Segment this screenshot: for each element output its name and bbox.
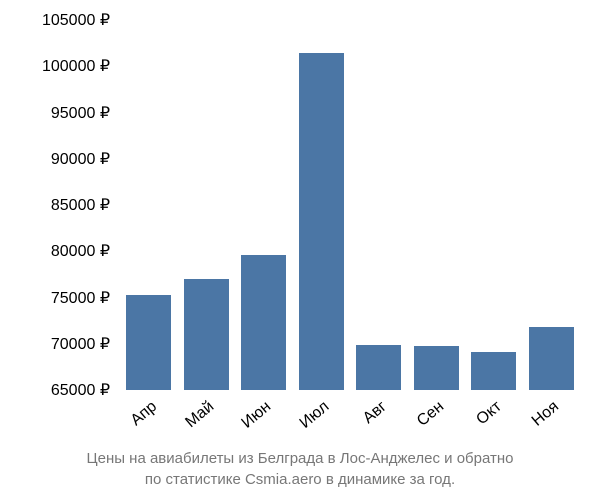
- bars-group: [120, 20, 580, 390]
- x-tick-label: Апр: [127, 398, 160, 430]
- y-tick-label: 90000 ₽: [51, 149, 110, 169]
- x-tick-label: Окт: [473, 398, 505, 429]
- y-tick-label: 65000 ₽: [51, 380, 110, 400]
- bar: [241, 255, 286, 390]
- y-tick-label: 95000 ₽: [51, 103, 110, 123]
- bar: [471, 352, 516, 390]
- y-tick-label: 75000 ₽: [51, 288, 110, 308]
- x-axis: Апр Май Июн Июл Авг Сен Окт Ноя: [120, 390, 580, 450]
- bar: [184, 279, 229, 390]
- caption-line-1: Цены на авиабилеты из Белграда в Лос-Анд…: [87, 450, 514, 467]
- y-tick-label: 85000 ₽: [51, 195, 110, 215]
- x-tick-label: Июл: [296, 398, 332, 433]
- bar: [356, 345, 401, 390]
- bar: [299, 53, 344, 390]
- y-tick-label: 105000 ₽: [42, 10, 110, 30]
- y-tick-label: 100000 ₽: [42, 56, 110, 76]
- x-tick-label: Май: [182, 398, 218, 432]
- x-tick-label: Ноя: [529, 398, 563, 431]
- x-tick-label: Авг: [360, 398, 391, 428]
- y-tick-label: 80000 ₽: [51, 241, 110, 261]
- plot-area: [120, 20, 580, 390]
- y-axis: 65000 ₽70000 ₽75000 ₽80000 ₽85000 ₽90000…: [0, 20, 120, 390]
- caption-line-2: по статистике Csmia.aero в динамике за г…: [145, 471, 455, 488]
- bar: [126, 295, 171, 390]
- y-tick-label: 70000 ₽: [51, 334, 110, 354]
- chart-container: 65000 ₽ 70000 ₽ 75000 ₽ 80000 ₽ 85000 ₽ 90000…: [0, 0, 600, 500]
- x-tick-label: Сен: [414, 398, 448, 431]
- bar: [414, 346, 459, 390]
- chart-caption: Цены на авиабилеты из Белграда в Лос-Анд…: [0, 448, 600, 490]
- x-tick-label: Июн: [239, 398, 275, 433]
- bar: [529, 327, 574, 390]
